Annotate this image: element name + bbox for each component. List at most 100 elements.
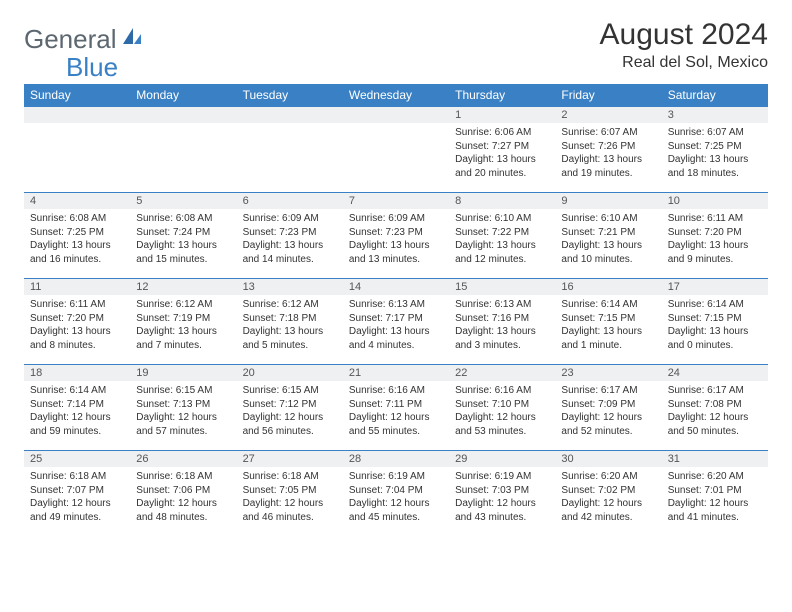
daylight-text: Daylight: 13 hours and 7 minutes. [136, 325, 230, 352]
logo: General [24, 24, 145, 55]
day-number: 6 [237, 192, 343, 209]
daylight-text: Daylight: 12 hours and 42 minutes. [561, 497, 655, 524]
day-body: Sunrise: 6:11 AMSunset: 7:20 PMDaylight:… [24, 295, 130, 356]
sunrise-text: Sunrise: 6:16 AM [455, 384, 549, 398]
day-body: Sunrise: 6:12 AMSunset: 7:19 PMDaylight:… [130, 295, 236, 356]
sunset-text: Sunset: 7:26 PM [561, 140, 655, 154]
calendar-cell: 26Sunrise: 6:18 AMSunset: 7:06 PMDayligh… [130, 450, 236, 536]
weekday-header: Tuesday [237, 84, 343, 106]
daylight-text: Daylight: 13 hours and 3 minutes. [455, 325, 549, 352]
sunrise-text: Sunrise: 6:14 AM [30, 384, 124, 398]
day-number: 22 [449, 364, 555, 381]
day-number: 14 [343, 278, 449, 295]
day-body: Sunrise: 6:10 AMSunset: 7:21 PMDaylight:… [555, 209, 661, 270]
day-number: 11 [24, 278, 130, 295]
sunset-text: Sunset: 7:20 PM [30, 312, 124, 326]
daylight-text: Daylight: 12 hours and 52 minutes. [561, 411, 655, 438]
calendar-cell: 6Sunrise: 6:09 AMSunset: 7:23 PMDaylight… [237, 192, 343, 278]
weekday-header: Friday [555, 84, 661, 106]
daylight-text: Daylight: 13 hours and 16 minutes. [30, 239, 124, 266]
sunrise-text: Sunrise: 6:17 AM [561, 384, 655, 398]
sunrise-text: Sunrise: 6:13 AM [349, 298, 443, 312]
calendar-week-row: 4Sunrise: 6:08 AMSunset: 7:25 PMDaylight… [24, 192, 768, 278]
day-number: 20 [237, 364, 343, 381]
weekday-header: Sunday [24, 84, 130, 106]
day-number: 17 [662, 278, 768, 295]
title-block: August 2024 Real del Sol, Mexico [600, 18, 768, 72]
sunset-text: Sunset: 7:12 PM [243, 398, 337, 412]
day-number: 13 [237, 278, 343, 295]
daylight-text: Daylight: 12 hours and 53 minutes. [455, 411, 549, 438]
calendar-cell: 17Sunrise: 6:14 AMSunset: 7:15 PMDayligh… [662, 278, 768, 364]
day-body [130, 123, 236, 130]
day-body: Sunrise: 6:13 AMSunset: 7:16 PMDaylight:… [449, 295, 555, 356]
day-number: 28 [343, 450, 449, 467]
day-number: 15 [449, 278, 555, 295]
day-number: 12 [130, 278, 236, 295]
daylight-text: Daylight: 13 hours and 18 minutes. [668, 153, 762, 180]
weekday-header: Saturday [662, 84, 768, 106]
day-number [237, 106, 343, 123]
day-body: Sunrise: 6:07 AMSunset: 7:26 PMDaylight:… [555, 123, 661, 184]
sunset-text: Sunset: 7:18 PM [243, 312, 337, 326]
sunset-text: Sunset: 7:21 PM [561, 226, 655, 240]
calendar-cell: 25Sunrise: 6:18 AMSunset: 7:07 PMDayligh… [24, 450, 130, 536]
calendar-cell: 15Sunrise: 6:13 AMSunset: 7:16 PMDayligh… [449, 278, 555, 364]
daylight-text: Daylight: 13 hours and 13 minutes. [349, 239, 443, 266]
day-number: 31 [662, 450, 768, 467]
day-body: Sunrise: 6:08 AMSunset: 7:24 PMDaylight:… [130, 209, 236, 270]
calendar-cell: 11Sunrise: 6:11 AMSunset: 7:20 PMDayligh… [24, 278, 130, 364]
day-number: 26 [130, 450, 236, 467]
sunrise-text: Sunrise: 6:14 AM [561, 298, 655, 312]
daylight-text: Daylight: 13 hours and 8 minutes. [30, 325, 124, 352]
day-body: Sunrise: 6:19 AMSunset: 7:03 PMDaylight:… [449, 467, 555, 528]
day-body: Sunrise: 6:11 AMSunset: 7:20 PMDaylight:… [662, 209, 768, 270]
daylight-text: Daylight: 13 hours and 20 minutes. [455, 153, 549, 180]
sunset-text: Sunset: 7:06 PM [136, 484, 230, 498]
day-body: Sunrise: 6:14 AMSunset: 7:14 PMDaylight:… [24, 381, 130, 442]
calendar-cell [24, 106, 130, 192]
calendar-cell: 23Sunrise: 6:17 AMSunset: 7:09 PMDayligh… [555, 364, 661, 450]
day-body: Sunrise: 6:06 AMSunset: 7:27 PMDaylight:… [449, 123, 555, 184]
sunrise-text: Sunrise: 6:18 AM [243, 470, 337, 484]
daylight-text: Daylight: 13 hours and 15 minutes. [136, 239, 230, 266]
sunset-text: Sunset: 7:22 PM [455, 226, 549, 240]
daylight-text: Daylight: 12 hours and 43 minutes. [455, 497, 549, 524]
calendar-cell: 29Sunrise: 6:19 AMSunset: 7:03 PMDayligh… [449, 450, 555, 536]
sunrise-text: Sunrise: 6:13 AM [455, 298, 549, 312]
sunrise-text: Sunrise: 6:10 AM [455, 212, 549, 226]
day-body: Sunrise: 6:18 AMSunset: 7:06 PMDaylight:… [130, 467, 236, 528]
daylight-text: Daylight: 12 hours and 56 minutes. [243, 411, 337, 438]
sunrise-text: Sunrise: 6:20 AM [668, 470, 762, 484]
day-body [343, 123, 449, 130]
day-body: Sunrise: 6:13 AMSunset: 7:17 PMDaylight:… [343, 295, 449, 356]
day-number [343, 106, 449, 123]
daylight-text: Daylight: 12 hours and 55 minutes. [349, 411, 443, 438]
calendar-cell [130, 106, 236, 192]
calendar-cell: 8Sunrise: 6:10 AMSunset: 7:22 PMDaylight… [449, 192, 555, 278]
daylight-text: Daylight: 13 hours and 4 minutes. [349, 325, 443, 352]
day-body: Sunrise: 6:17 AMSunset: 7:09 PMDaylight:… [555, 381, 661, 442]
calendar-cell: 12Sunrise: 6:12 AMSunset: 7:19 PMDayligh… [130, 278, 236, 364]
sunset-text: Sunset: 7:25 PM [668, 140, 762, 154]
sunrise-text: Sunrise: 6:20 AM [561, 470, 655, 484]
sunset-text: Sunset: 7:20 PM [668, 226, 762, 240]
sunrise-text: Sunrise: 6:18 AM [136, 470, 230, 484]
calendar-cell [343, 106, 449, 192]
day-body: Sunrise: 6:16 AMSunset: 7:11 PMDaylight:… [343, 381, 449, 442]
daylight-text: Daylight: 13 hours and 19 minutes. [561, 153, 655, 180]
sunrise-text: Sunrise: 6:09 AM [243, 212, 337, 226]
day-body: Sunrise: 6:10 AMSunset: 7:22 PMDaylight:… [449, 209, 555, 270]
daylight-text: Daylight: 13 hours and 10 minutes. [561, 239, 655, 266]
daylight-text: Daylight: 12 hours and 41 minutes. [668, 497, 762, 524]
day-body: Sunrise: 6:14 AMSunset: 7:15 PMDaylight:… [555, 295, 661, 356]
calendar-cell: 18Sunrise: 6:14 AMSunset: 7:14 PMDayligh… [24, 364, 130, 450]
daylight-text: Daylight: 13 hours and 12 minutes. [455, 239, 549, 266]
weekday-header: Monday [130, 84, 236, 106]
sunset-text: Sunset: 7:15 PM [561, 312, 655, 326]
weekday-header-row: Sunday Monday Tuesday Wednesday Thursday… [24, 84, 768, 106]
day-body: Sunrise: 6:17 AMSunset: 7:08 PMDaylight:… [662, 381, 768, 442]
calendar-cell: 7Sunrise: 6:09 AMSunset: 7:23 PMDaylight… [343, 192, 449, 278]
day-body: Sunrise: 6:18 AMSunset: 7:05 PMDaylight:… [237, 467, 343, 528]
sunrise-text: Sunrise: 6:19 AM [349, 470, 443, 484]
